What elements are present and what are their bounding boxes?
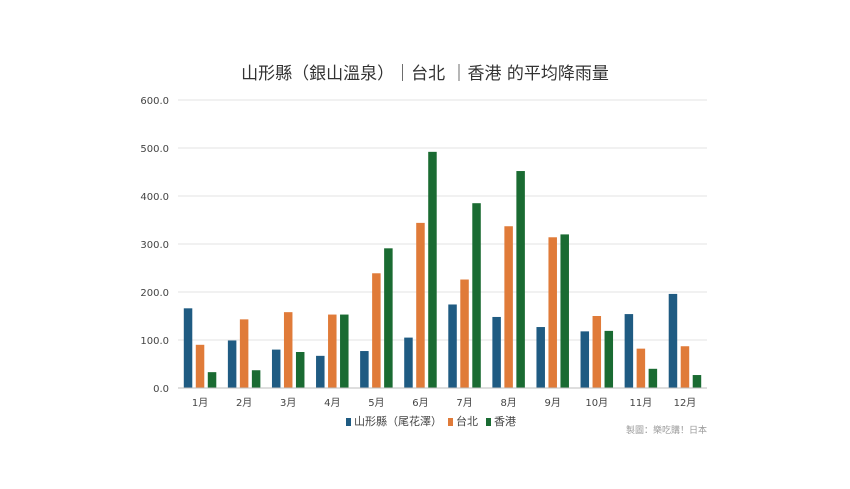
- y-tick-label: 400.0: [140, 192, 169, 203]
- x-tick-label: 1月: [192, 397, 208, 409]
- x-tick-label: 3月: [280, 397, 296, 409]
- x-tick-label: 11月: [630, 397, 653, 409]
- y-tick-label: 600.0: [140, 96, 169, 107]
- bar-1-11: [624, 314, 634, 388]
- legend-swatch: [346, 418, 351, 426]
- bar-2-11: [636, 348, 646, 388]
- bar-3-6: [428, 151, 437, 388]
- legend: 山形縣（尾花澤） 台北 香港: [346, 414, 516, 428]
- legend-label: 山形縣（尾花澤）: [354, 415, 442, 428]
- bars: [183, 151, 702, 388]
- bar-2-1: [195, 344, 205, 388]
- x-tick-label: 8月: [500, 397, 516, 409]
- bar-2-9: [548, 237, 557, 388]
- bar-2-8: [504, 226, 513, 388]
- bar-1-1: [183, 308, 193, 388]
- bar-3-10: [604, 330, 614, 388]
- bar-2-4: [328, 314, 337, 388]
- bar-1-7: [448, 304, 457, 388]
- bar-3-3: [295, 352, 305, 388]
- bar-1-3: [271, 349, 281, 388]
- bar-1-8: [492, 316, 501, 388]
- bar-3-8: [516, 171, 525, 388]
- bar-3-5: [384, 248, 393, 388]
- bar-2-10: [592, 316, 602, 388]
- bar-2-2: [239, 319, 249, 388]
- x-tick-label: 6月: [412, 397, 428, 409]
- x-tick-label: 9月: [545, 397, 561, 409]
- legend-swatch: [486, 418, 491, 426]
- bar-2-3: [283, 312, 293, 388]
- credit-text: 製圖：樂吃購！日本: [626, 424, 707, 436]
- y-axis-ticks: 0.0 100.0 200.0 300.0 400.0 500.0 600.0: [140, 96, 169, 395]
- bar-1-6: [404, 337, 413, 388]
- bar-2-6: [416, 222, 425, 388]
- bar-3-2: [251, 370, 261, 388]
- bar-1-9: [536, 327, 545, 388]
- bar-2-5: [372, 273, 381, 388]
- y-tick-label: 300.0: [140, 240, 169, 251]
- bar-2-12: [680, 346, 690, 388]
- bar-3-1: [207, 372, 217, 388]
- legend-label: 香港: [494, 415, 516, 428]
- bar-3-12: [692, 375, 702, 388]
- bar-3-11: [648, 368, 658, 388]
- y-tick-label: 100.0: [140, 336, 169, 347]
- bar-3-4: [340, 314, 349, 388]
- bar-1-5: [360, 351, 369, 388]
- x-tick-label: 2月: [236, 397, 252, 409]
- x-tick-label: 4月: [324, 397, 340, 409]
- x-tick-label: 5月: [368, 397, 384, 409]
- x-tick-label: 7月: [456, 397, 472, 409]
- x-tick-label: 10月: [585, 397, 608, 409]
- bar-1-2: [227, 340, 237, 388]
- bar-2-7: [460, 279, 469, 388]
- x-tick-label: 12月: [674, 397, 697, 409]
- bar-1-10: [580, 331, 590, 388]
- bar-3-9: [560, 234, 569, 388]
- legend-swatch: [448, 418, 453, 426]
- grid-lines: [178, 99, 707, 341]
- x-axis-ticks: 1月 2月 3月 4月 5月 6月 7月 8月 9月 10月 11月 12月: [192, 397, 696, 409]
- legend-label: 台北: [456, 414, 478, 428]
- bar-1-4: [316, 355, 325, 388]
- bar-1-12: [668, 293, 678, 388]
- chart-title: 山形縣（銀山溫泉）｜台北 ｜香港 的平均降雨量: [241, 64, 609, 84]
- y-tick-label: 500.0: [140, 144, 169, 155]
- y-tick-label: 200.0: [140, 288, 169, 299]
- bar-3-7: [472, 203, 481, 388]
- y-tick-label: 0.0: [153, 384, 169, 395]
